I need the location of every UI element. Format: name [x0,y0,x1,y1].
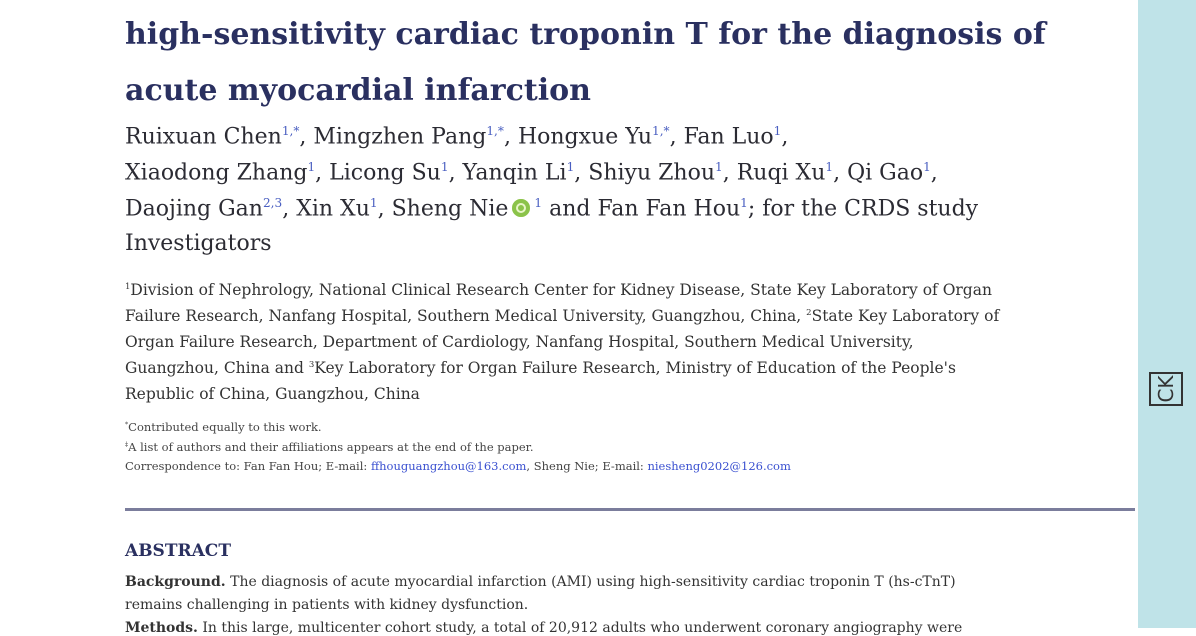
superscript: 1 [307,160,316,174]
email-link[interactable]: niesheng0202@126.com [647,459,791,473]
abstract-heading: ABSTRACT [125,541,231,561]
text: In this large, multicenter cohort study,… [197,620,963,636]
orcid-icon[interactable] [512,199,531,218]
superscript: 1,* [486,124,504,138]
text: Guangzhou, China and [125,359,309,377]
superscript: 1 [534,196,543,210]
superscript: 1 [440,160,449,174]
superscript: 2,3 [262,196,283,210]
text: , Xin Xu [282,196,370,222]
text: , Mingzhen Pang [299,124,487,150]
superscript: 1 [740,196,748,210]
text: State Key Laboratory of [811,307,1000,325]
side-panel [1138,0,1196,628]
text: The diagnosis of acute myocardial infarc… [225,574,956,590]
abstract-line: Methods. In this large, multicenter coho… [125,621,962,635]
text: , [781,124,789,150]
affiliation-line: Guangzhou, China and 3Key Laboratory for… [125,359,956,377]
text: , Hongxue Yu [503,124,652,150]
superscript: 2 [806,308,812,319]
text: Key Laboratory for Organ Failure Researc… [314,359,956,377]
text: Ruixuan Chen [125,124,282,150]
divider [125,508,1135,511]
text: Background. [125,574,226,590]
abstract-line: Background. The diagnosis of acute myoca… [125,575,956,589]
text: ; for the CRDS study [747,196,979,222]
text: Investigators [125,231,272,256]
author-line: Daojing Gan2,3, Xin Xu1, Sheng Nie 1 and … [125,197,978,220]
superscript: * [125,421,129,429]
superscript: 3 [308,360,315,371]
side-icon[interactable]: CK [1149,372,1183,406]
text: , Licong Su [315,160,441,186]
author-line: Ruixuan Chen1,*, Mingzhen Pang1,*, Hongx… [125,125,788,148]
email-link[interactable]: ffhouguangzhou@163.com [370,459,527,473]
text: Methods. [125,620,198,636]
superscript: 1 [923,160,931,174]
text: , Shiyu Zhou [574,160,716,186]
footnote: Correspondence to: Fan Fan Hou; E-mail: … [125,459,791,473]
text: Correspondence to: Fan Fan Hou; E-mail: [125,459,371,473]
text: and Fan Fan Hou [542,196,741,222]
text: Daojing Gan [125,196,263,222]
superscript: 1,* [652,124,670,138]
superscript: ‡ [125,441,129,449]
affiliation-line: Failure Research, Nanfang Hospital, Sout… [125,307,1000,325]
text: , Fan Luo [669,124,774,150]
text: , Yanqin Li [448,160,567,186]
text: Xiaodong Zhang [125,160,308,186]
superscript: 1 [825,160,834,174]
author-line: Xiaodong Zhang1, Licong Su1, Yanqin Li1,… [125,161,938,184]
text: , [930,160,938,186]
superscript: 1 [715,160,723,174]
affiliation-line: 1Division of Nephrology, National Clinic… [125,281,992,299]
footnote: ‡A list of authors and their affiliation… [125,439,534,454]
text: A list of authors and their affiliations… [128,439,534,454]
superscript: 1 [566,160,575,174]
text: Organ Failure Research, Department of Ca… [125,333,914,351]
text: , Sheng Nie [377,196,509,222]
text: Failure Research, Nanfang Hospital, Sout… [125,307,807,325]
affiliation-line: Organ Failure Research, Department of Ca… [125,333,914,351]
text: Contributed equally to this work. [128,420,322,434]
text: Republic of China, Guangzhou, China [125,385,420,403]
text: , Sheng Nie; E-mail: [526,459,648,473]
title-line: high-sensitivity cardiac troponin T for … [125,17,1046,52]
text: remains challenging in patients with kid… [125,597,529,613]
superscript: 1 [369,196,378,210]
footnote: *Contributed equally to this work. [125,420,322,434]
abstract-line: remains challenging in patients with kid… [125,598,528,612]
text: Division of Nephrology, National Clinica… [130,281,992,299]
author-line: Investigators [125,233,272,255]
text: , Qi Gao [833,160,924,186]
superscript: 1 [773,124,782,138]
text: , Ruqi Xu [722,160,826,186]
affiliation-line: Republic of China, Guangzhou, China [125,385,420,403]
superscript: 1,* [281,124,300,138]
title-line: acute myocardial infarction [125,73,591,108]
superscript: 1 [125,282,131,293]
